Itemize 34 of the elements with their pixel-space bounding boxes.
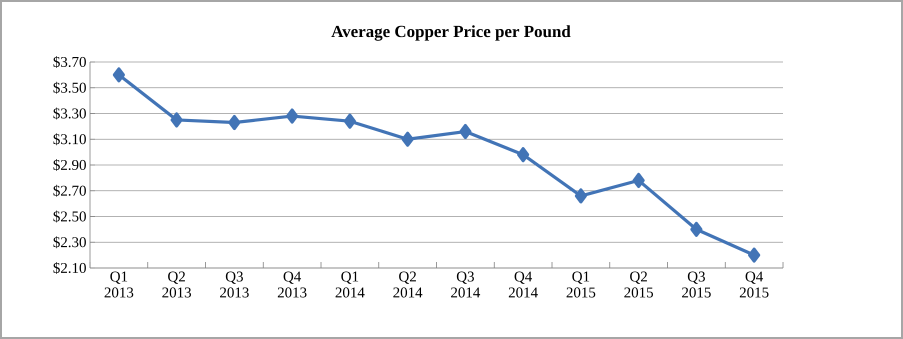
point bbox=[344, 114, 356, 129]
y-tick-label: $2.50 bbox=[54, 210, 86, 222]
x-tick-label: Q4 2015 bbox=[740, 272, 768, 298]
x-tick-label: Q2 2013 bbox=[162, 272, 191, 298]
point bbox=[228, 114, 240, 130]
point bbox=[748, 248, 760, 263]
point bbox=[170, 112, 183, 128]
chart-title: Average Copper Price per Pound bbox=[331, 25, 571, 41]
x-tick-label: Q3 2015 bbox=[682, 272, 711, 298]
x-tick-label: Q4 2013 bbox=[278, 272, 306, 298]
x-tick-label: Q1 2015 bbox=[566, 272, 596, 298]
y-tick-label: $2.10 bbox=[54, 262, 86, 274]
point bbox=[459, 124, 472, 140]
point bbox=[402, 132, 414, 147]
x-tick-label: Q1 2013 bbox=[104, 272, 134, 298]
point bbox=[286, 108, 298, 124]
point bbox=[574, 188, 587, 204]
y-tick-label: $2.90 bbox=[54, 159, 86, 171]
x-tick-label: Q2 2014 bbox=[393, 272, 422, 298]
y-tick-label: $3.50 bbox=[54, 82, 86, 94]
x-tick-label: Q1 2014 bbox=[336, 272, 365, 298]
x-tick-label: Q3 2014 bbox=[451, 272, 480, 298]
x-tick-label: Q3 2013 bbox=[220, 272, 249, 298]
x-tick-label: Q4 2014 bbox=[508, 272, 538, 298]
y-tick-label: $3.10 bbox=[54, 133, 86, 146]
x-tick-label: Q2 2015 bbox=[624, 272, 653, 298]
y-tick-label: $3.30 bbox=[54, 108, 86, 120]
y-tick-label: $3.70 bbox=[54, 56, 86, 68]
point bbox=[632, 172, 645, 188]
point bbox=[690, 222, 702, 237]
point bbox=[517, 147, 530, 162]
y-tick-label: $2.30 bbox=[54, 236, 86, 248]
point bbox=[112, 67, 125, 82]
y-tick-label: $2.70 bbox=[54, 184, 86, 197]
